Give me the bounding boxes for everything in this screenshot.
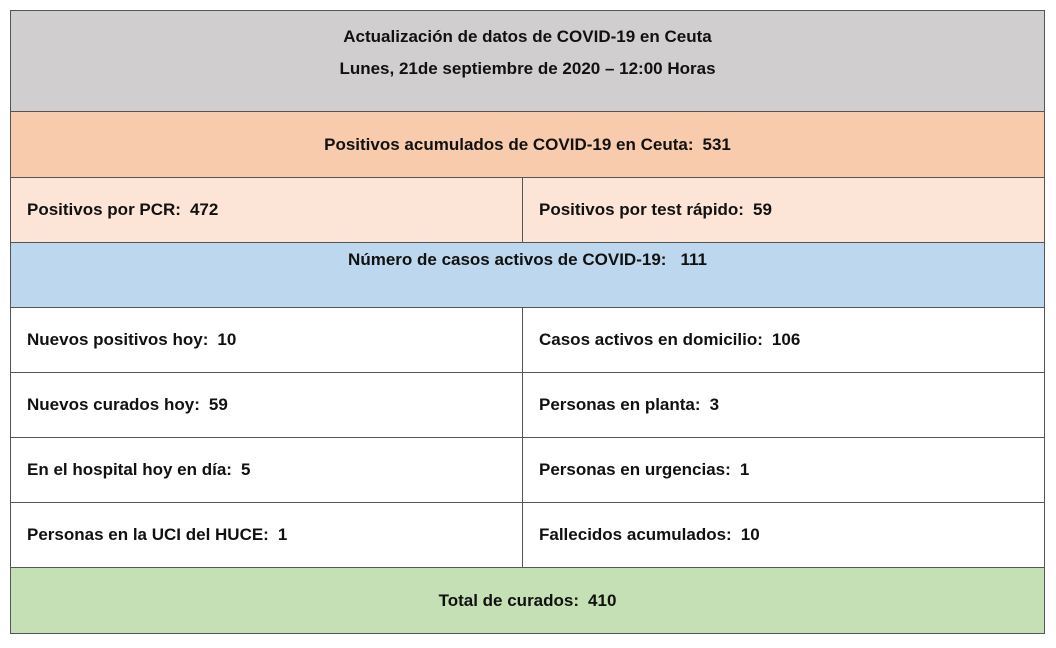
value: 531 bbox=[702, 134, 731, 154]
label: Personas en planta: bbox=[539, 395, 701, 414]
table-cell: Fallecidos acumulados: 10 bbox=[522, 502, 1045, 568]
pcr-cell: Positivos por PCR: 472 bbox=[10, 177, 523, 243]
label: Positivos acumulados de COVID-19 en Ceut… bbox=[324, 134, 694, 154]
label: Nuevos curados hoy: bbox=[27, 395, 200, 414]
value: 410 bbox=[588, 590, 617, 610]
value: 10 bbox=[217, 330, 237, 349]
value: 111 bbox=[680, 250, 707, 269]
label: Nuevos positivos hoy: bbox=[27, 330, 209, 349]
table-cell: Nuevos positivos hoy: 10 bbox=[10, 307, 523, 373]
table-cell: Personas en planta: 3 bbox=[522, 372, 1045, 438]
label: En el hospital hoy en día: bbox=[27, 460, 232, 479]
value: 472 bbox=[189, 200, 219, 219]
label: Fallecidos acumulados: bbox=[539, 525, 732, 544]
table-cell: Casos activos en domicilio: 106 bbox=[522, 307, 1045, 373]
value: 1 bbox=[739, 460, 750, 479]
active-cases: Número de casos activos de COVID-19: 111 bbox=[10, 242, 1045, 308]
rapid-test-cell: Positivos por test rápido: 59 bbox=[522, 177, 1045, 243]
subtitle: Lunes, 21de septiembre de 2020 – 12:00 H… bbox=[339, 59, 716, 78]
header: Actualización de datos de COVID-19 en Ce… bbox=[10, 10, 1045, 112]
table-cell: Personas en urgencias: 1 bbox=[522, 437, 1045, 503]
label: Personas en la UCI del HUCE: bbox=[27, 525, 269, 544]
title: Actualización de datos de COVID-19 en Ce… bbox=[343, 27, 712, 46]
value: 1 bbox=[277, 525, 288, 544]
table-cell: Nuevos curados hoy: 59 bbox=[10, 372, 523, 438]
value: 59 bbox=[208, 395, 228, 414]
label: Total de curados: bbox=[438, 590, 580, 610]
total-recovered: Total de curados: 410 bbox=[10, 567, 1045, 634]
value: 10 bbox=[740, 525, 760, 544]
label: Casos activos en domicilio: bbox=[539, 330, 763, 349]
label: Positivos por PCR: bbox=[27, 200, 181, 219]
label: Número de casos activos de COVID-19: bbox=[348, 250, 667, 269]
total-positives: Positivos acumulados de COVID-19 en Ceut… bbox=[10, 111, 1045, 178]
value: 5 bbox=[240, 460, 251, 479]
value: 59 bbox=[752, 200, 772, 219]
label: Personas en urgencias: bbox=[539, 460, 731, 479]
value: 3 bbox=[709, 395, 720, 414]
table-cell: En el hospital hoy en día: 5 bbox=[10, 437, 523, 503]
table-cell: Personas en la UCI del HUCE: 1 bbox=[10, 502, 523, 568]
value: 106 bbox=[771, 330, 801, 349]
label: Positivos por test rápido: bbox=[539, 200, 744, 219]
